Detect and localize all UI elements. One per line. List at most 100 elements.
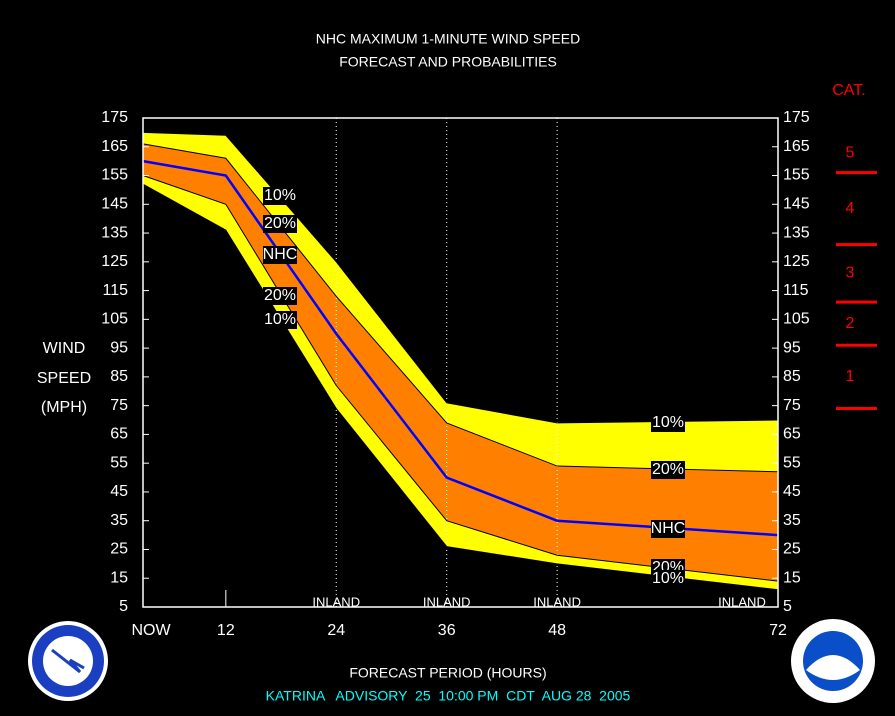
- band-edge: [142, 131, 779, 424]
- band-edge: [142, 143, 779, 473]
- y-tick-label: 15: [110, 569, 128, 586]
- y2-tick-label: 55: [783, 454, 801, 471]
- series-label: 10%: [263, 187, 297, 205]
- series-label: 20%: [651, 461, 685, 479]
- inland-label: INLAND: [533, 594, 581, 609]
- series-label: 10%: [651, 414, 685, 432]
- band-edge: [142, 183, 779, 591]
- series-label: NHC: [263, 246, 298, 264]
- band-edge: [142, 175, 779, 582]
- x-tick-label: 24: [327, 622, 345, 639]
- y-tick-label: 125: [101, 253, 128, 270]
- y2-tick-label: 75: [783, 397, 801, 414]
- nws-logo: [28, 621, 108, 701]
- label-box: [263, 187, 297, 205]
- series-label-text: NHC: [263, 246, 298, 263]
- series-label: 20%: [263, 287, 297, 305]
- label-box: [651, 520, 685, 538]
- series-label-text: 10%: [652, 570, 684, 587]
- series-label-text: 10%: [264, 187, 296, 204]
- y2-tick-label: 125: [783, 253, 810, 270]
- forecast-line: [142, 159, 779, 537]
- series-label-text: 10%: [264, 311, 296, 328]
- y-tick-label: 35: [110, 512, 128, 529]
- series-label-text: 10%: [652, 414, 684, 431]
- y-tick-label: 155: [101, 167, 128, 184]
- series-label-text: 20%: [264, 287, 296, 304]
- inland-label: INLAND: [718, 594, 766, 609]
- footer: KATRINA ADVISORY 25 10:00 PM CDT AUG 28 …: [266, 688, 631, 704]
- y-axis-label: SPEED: [37, 370, 91, 387]
- label-box: [651, 570, 685, 588]
- label-box: [263, 215, 297, 233]
- y-tick-label: 175: [101, 109, 128, 126]
- inland-label: INLAND: [423, 594, 471, 609]
- category-label: 4: [846, 200, 855, 217]
- x-tick-label: 12: [217, 622, 235, 639]
- y-tick-label: 95: [110, 339, 128, 356]
- logo-bolt: [51, 648, 85, 674]
- category-label: 1: [846, 368, 855, 385]
- probability-band: [143, 143, 778, 582]
- y2-tick-label: 95: [783, 339, 801, 356]
- logo-wave: [806, 655, 860, 680]
- y-tick-label: 165: [101, 138, 128, 155]
- series-label: 20%: [263, 215, 297, 233]
- y2-tick-label: 165: [783, 138, 810, 155]
- series-label-text: NHC: [651, 520, 686, 537]
- category-label: 5: [846, 145, 855, 162]
- x-tick-label: 36: [438, 622, 456, 639]
- inland-label: INLAND: [312, 594, 360, 609]
- y-tick-label: 135: [101, 224, 128, 241]
- series-label-text: 20%: [264, 215, 296, 232]
- series-label: 10%: [263, 311, 297, 329]
- series-label: NHC: [651, 520, 686, 538]
- noaa-logo: [791, 619, 875, 703]
- y2-tick-label: 175: [783, 109, 810, 126]
- y2-tick-label: 145: [783, 196, 810, 213]
- y-tick-label: 75: [110, 397, 128, 414]
- label-box: [651, 461, 685, 479]
- y-tick-label: 55: [110, 454, 128, 471]
- y2-tick-label: 5: [783, 598, 792, 615]
- y-tick-label: 25: [110, 541, 128, 558]
- category-label: 3: [846, 265, 855, 282]
- label-box: [263, 246, 297, 264]
- x-tick-label: 48: [548, 622, 566, 639]
- label-box: [263, 311, 297, 329]
- y-axis-label: WIND: [43, 340, 86, 357]
- y-tick-label: 145: [101, 196, 128, 213]
- y2-tick-label: 115: [783, 282, 809, 299]
- label-box: [263, 287, 297, 305]
- y-axis-label: (MPH): [41, 399, 87, 416]
- x-axis-label: FORECAST PERIOD (HOURS): [349, 665, 546, 681]
- y2-tick-label: 15: [783, 569, 801, 586]
- label-box: [651, 414, 685, 432]
- y2-tick-label: 35: [783, 512, 801, 529]
- y2-tick-label: 155: [783, 167, 810, 184]
- y-tick-label: 65: [110, 426, 128, 443]
- category-label: 2: [846, 315, 855, 332]
- y2-tick-label: 135: [783, 224, 810, 241]
- category-title: CAT.: [832, 82, 865, 99]
- x-tick-label: 72: [769, 622, 787, 639]
- y2-tick-label: 65: [783, 426, 801, 443]
- series-label-text: 20%: [652, 461, 684, 478]
- y-tick-label: 115: [102, 282, 128, 299]
- y-tick-label: 5: [119, 598, 128, 615]
- y2-tick-label: 105: [783, 311, 810, 328]
- y2-tick-label: 45: [783, 483, 801, 500]
- x-tick-label: NOW: [131, 622, 171, 639]
- y-tick-label: 45: [110, 483, 128, 500]
- chart-subtitle: FORECAST AND PROBABILITIES: [339, 54, 557, 70]
- plot-frame: [142, 117, 779, 608]
- chart-title: NHC MAXIMUM 1-MINUTE WIND SPEED: [316, 31, 580, 47]
- y-tick-label: 105: [101, 311, 128, 328]
- series-label: 10%: [651, 570, 685, 588]
- y2-tick-label: 25: [783, 541, 801, 558]
- y-tick-label: 85: [110, 368, 128, 385]
- y2-tick-label: 85: [783, 368, 801, 385]
